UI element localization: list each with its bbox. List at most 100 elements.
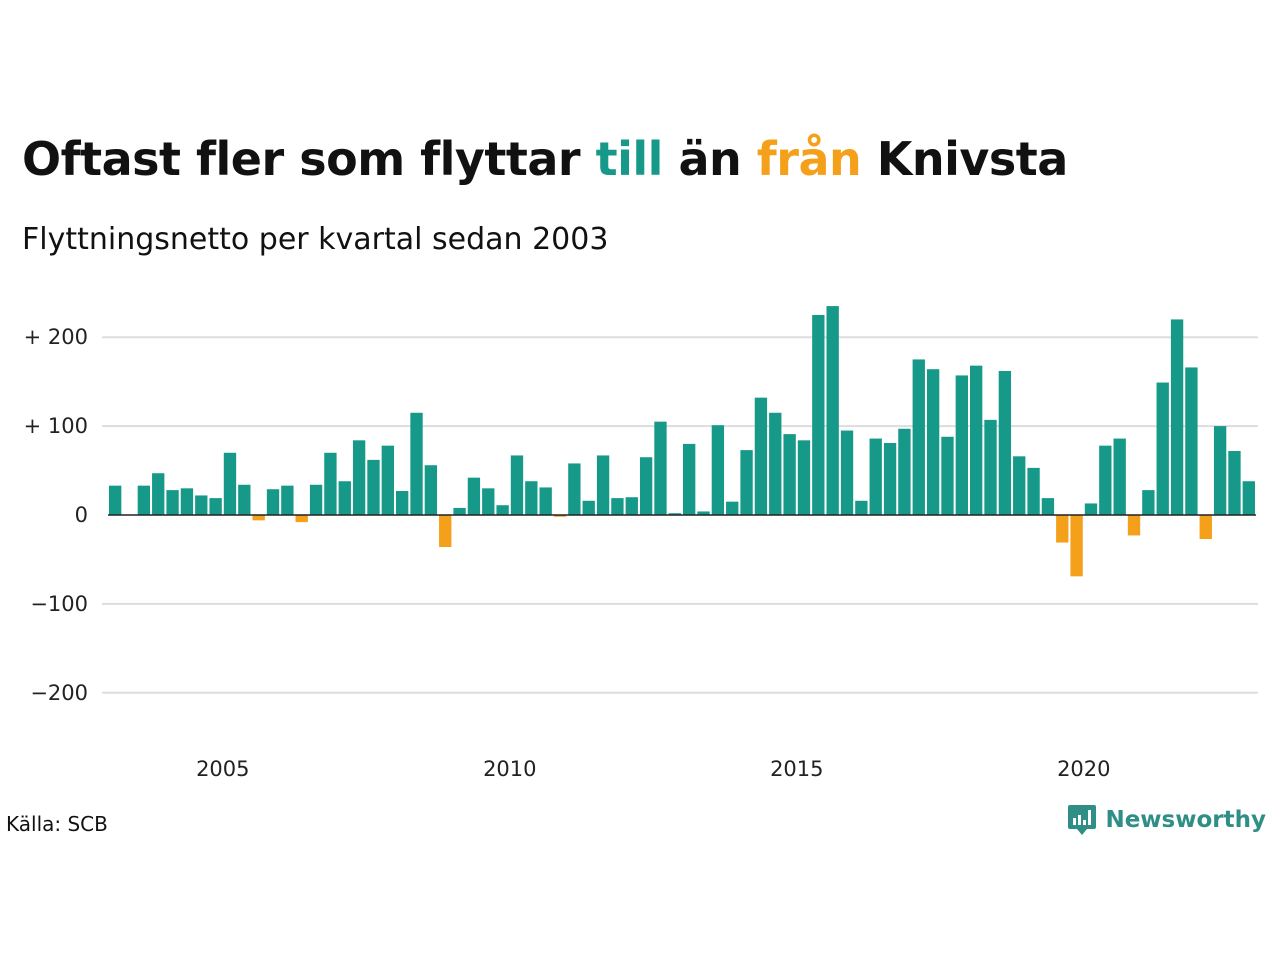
bar [525,481,538,515]
bar [726,501,739,515]
bar [683,443,696,515]
bar [898,428,911,515]
bar [568,463,581,515]
title-fran: från [756,132,862,186]
bar [266,489,280,515]
bar [1142,490,1155,515]
bar [439,515,452,547]
y-tick-label: −100 [30,592,88,616]
bar [639,457,653,516]
y-tick-label: + 100 [24,414,88,438]
chart-title: Oftast fler som flyttar till än från Kni… [22,132,1068,186]
bar [797,440,811,515]
title-till: till [595,132,664,186]
bar [352,440,366,515]
newsworthy-logo-icon [1068,805,1097,835]
bar [668,513,681,515]
bar [998,370,1012,515]
bar [324,452,337,515]
bar [941,436,954,515]
bar [539,487,552,515]
bar [152,473,165,515]
bar [381,445,394,515]
bar [209,498,222,515]
title-part2: än [678,132,742,186]
bar [396,491,409,515]
bar [553,515,567,517]
y-tick-label: + 200 [24,325,88,349]
x-axis-labels: 2005 2010 2015 2020 [196,757,1110,781]
bar [410,412,423,515]
bar [955,375,968,515]
bar [482,488,495,515]
bar [180,488,194,515]
bar [1099,445,1112,515]
bar [109,485,122,515]
bar [812,314,825,515]
y-tick-label: 0 [75,503,88,527]
bar [711,425,725,515]
bar [367,459,380,515]
bar [1170,319,1184,515]
title-part1: Oftast fler som flyttar [22,132,581,186]
bar [1228,450,1241,515]
bar [869,438,882,515]
y-axis-labels: −200 −100 0 + 100 + 200 [24,325,88,705]
bar [740,450,753,515]
grid-lines [102,336,1258,694]
bar [912,359,925,515]
bar [238,484,251,515]
chart-subtitle: Flyttningsnetto per kvartal sedan 2003 [22,222,609,257]
bar [754,397,768,515]
bar [309,484,323,515]
bar [1113,438,1126,515]
bar [1213,426,1227,515]
bar [883,442,897,515]
bar [510,455,524,515]
bar [1027,467,1040,515]
bar [625,497,638,515]
bar [783,434,796,515]
bar [1199,515,1212,539]
x-tick-label: 2010 [483,757,536,781]
bar [467,477,481,515]
bar [1185,367,1198,515]
bar [252,515,265,521]
bar-chart: −200 −100 0 + 100 + 200 2005 2010 2015 2020 [24,306,1258,781]
x-tick-label: 2005 [196,757,249,781]
bar [223,452,237,515]
bar [1127,515,1141,536]
bar [338,481,351,515]
bar [840,430,854,515]
bar [926,369,940,515]
x-tick-label: 2015 [770,757,823,781]
bar [496,505,509,515]
bar [281,485,294,515]
bar [166,490,179,515]
bar [582,500,595,515]
source-note: Källa: SCB [6,812,108,836]
bar [424,465,438,515]
newsworthy-logo: Newsworthy [1067,803,1266,837]
logo-text: Newsworthy [1105,807,1266,833]
bar [1070,515,1083,577]
y-tick-label: −200 [30,681,88,705]
bar [453,507,466,515]
x-tick-label: 2020 [1057,757,1110,781]
bar [654,421,667,515]
bar [1156,382,1169,515]
bar [611,498,624,515]
bar [984,419,997,515]
bar [195,495,208,515]
bar [697,511,710,515]
title-part3: Knivsta [876,132,1069,186]
bar [769,412,782,515]
bar [855,500,868,515]
bar [1013,456,1026,515]
bar [1041,498,1055,515]
bar [826,306,839,515]
bar [1056,515,1069,543]
bar [137,485,151,515]
bar [1242,481,1255,515]
bar [1084,503,1098,515]
